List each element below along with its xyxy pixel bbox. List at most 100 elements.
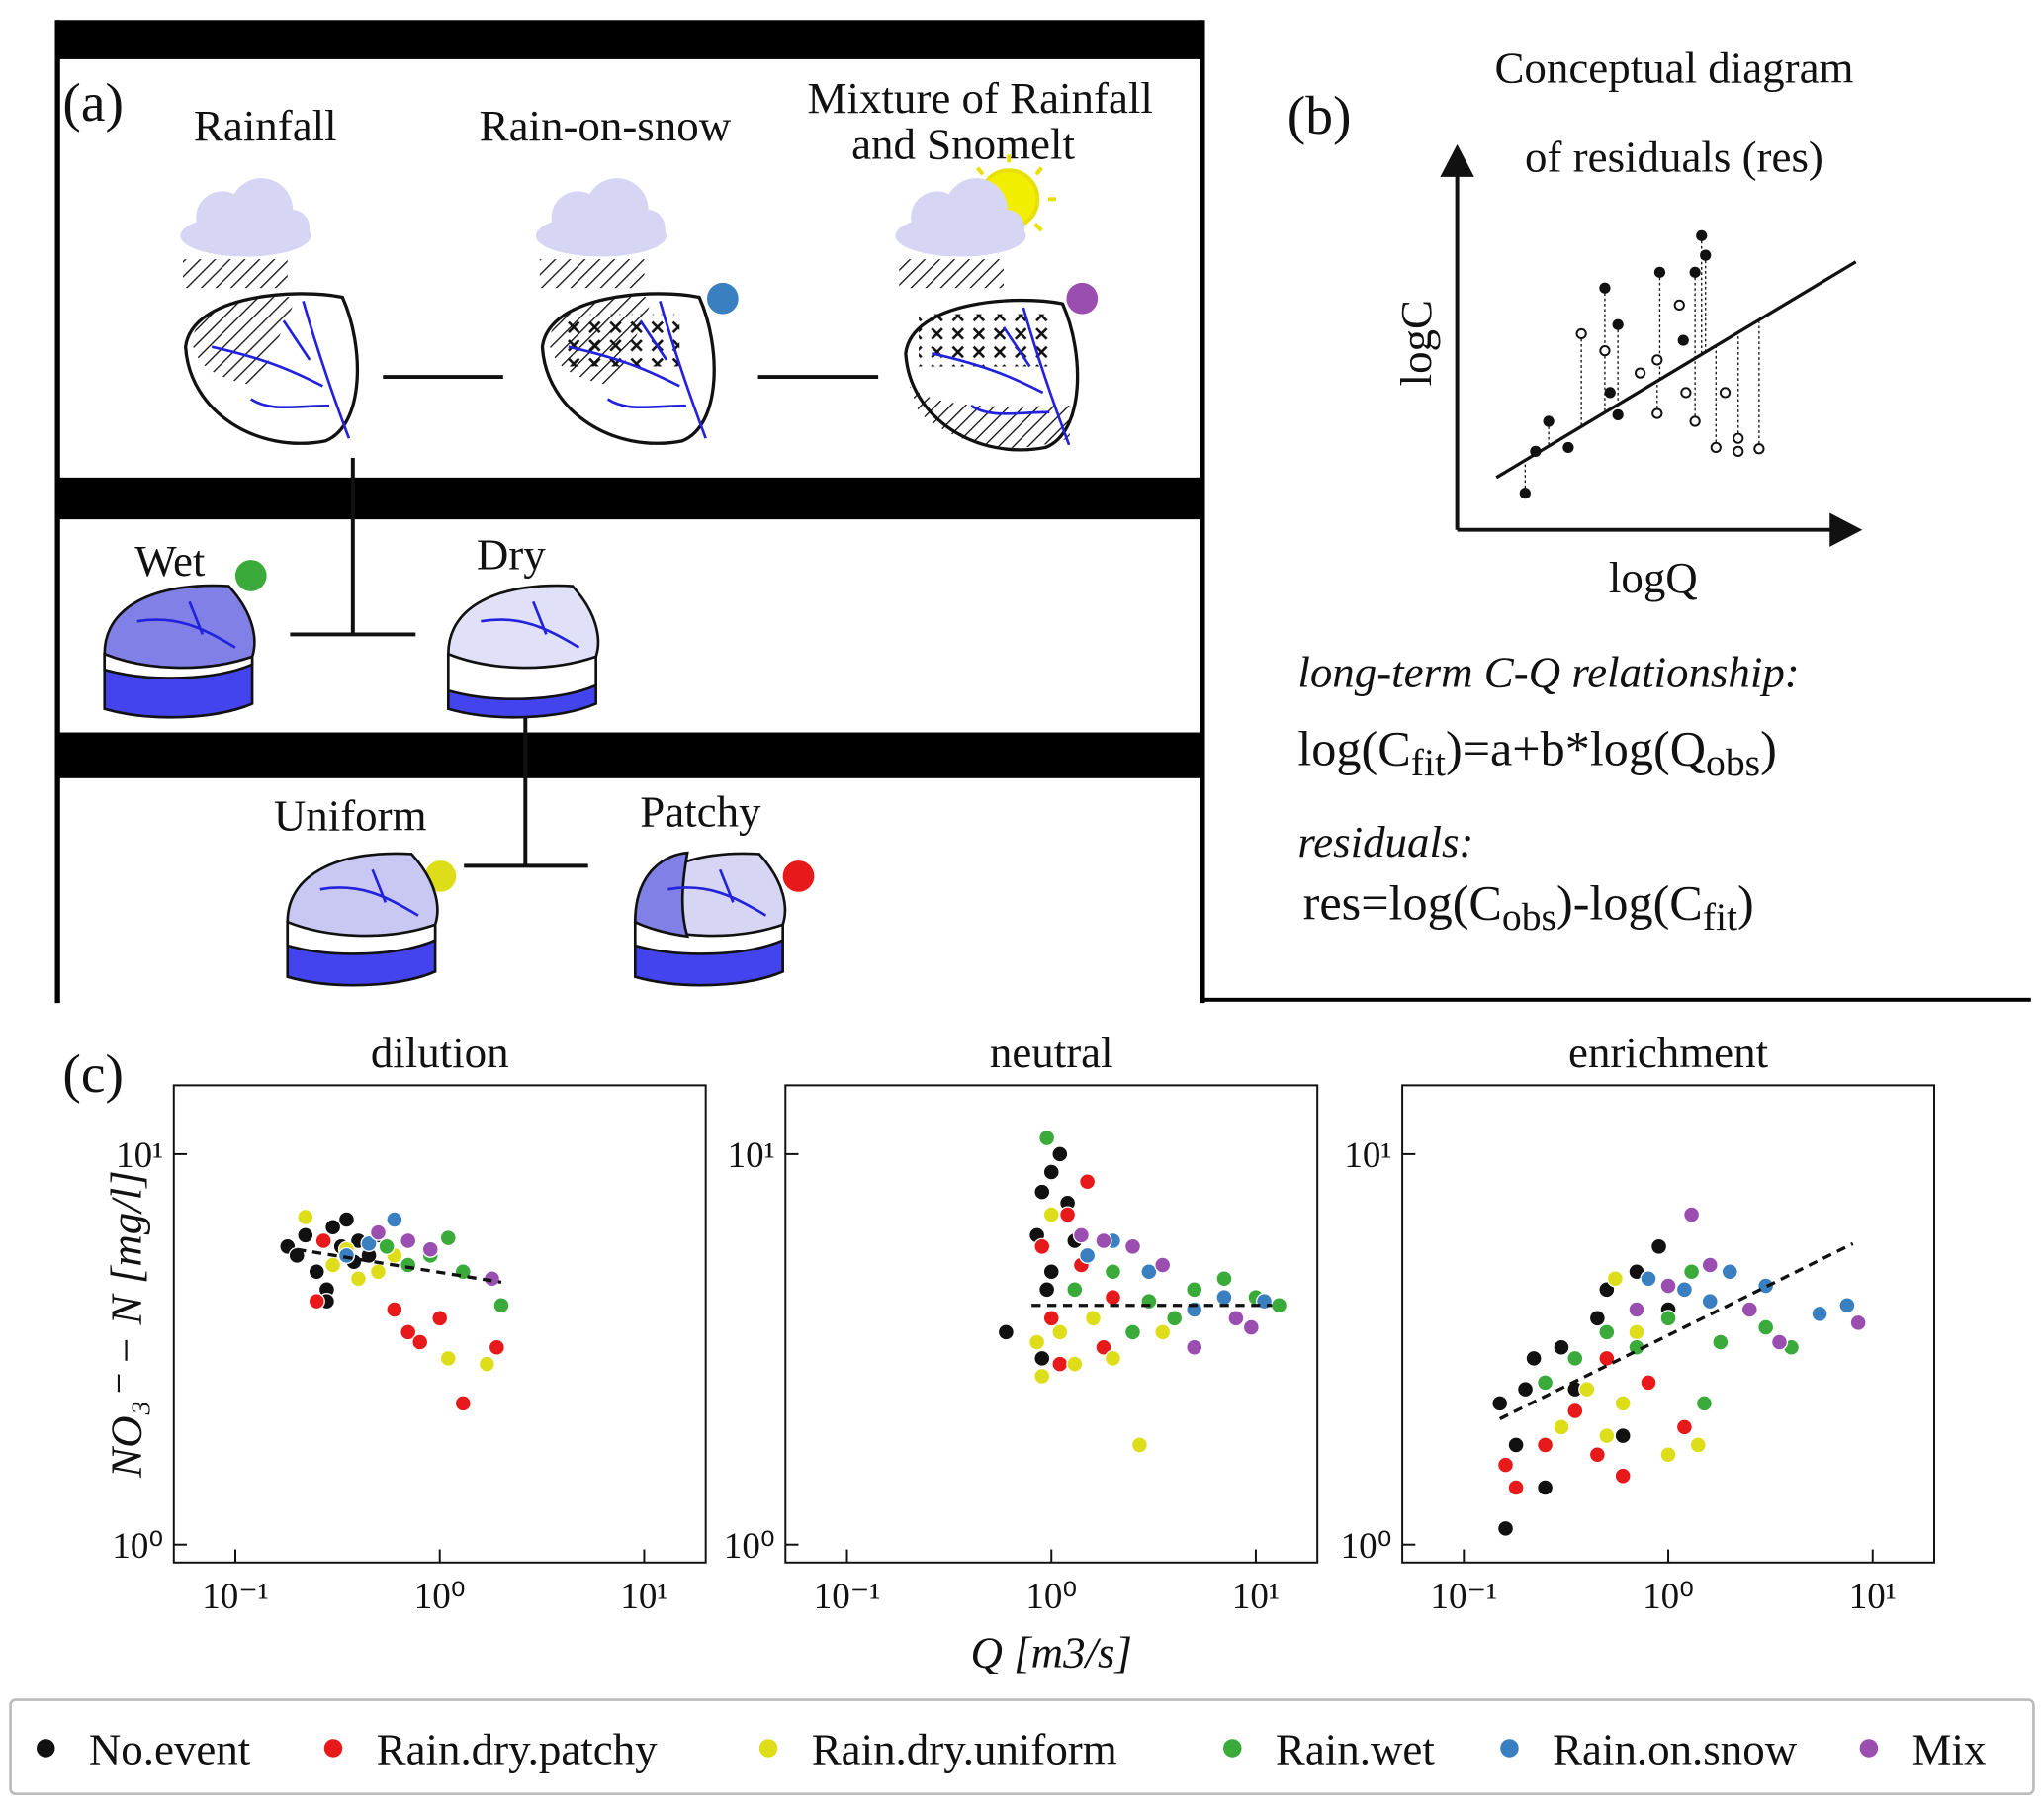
equation-part: ): [1760, 721, 1777, 776]
point: [492, 1297, 510, 1314]
point: [1606, 1270, 1624, 1288]
panel-title: of residuals (res): [1525, 133, 1823, 182]
y-tick-label: 10¹: [116, 1135, 163, 1176]
uniform-label: Uniform: [274, 791, 427, 841]
x-tick-label: 10⁻¹: [1431, 1577, 1498, 1617]
patchy-label: Patchy: [640, 787, 761, 837]
point: [1072, 1226, 1091, 1244]
x-axis-label: Q [m3/s]: [970, 1627, 1132, 1676]
fit-line: [1498, 1241, 1854, 1420]
point: [1659, 1277, 1677, 1295]
point: [369, 1223, 388, 1241]
equation-part: )=a+b*log(Q: [1446, 721, 1706, 776]
chart-title: enrichment: [1568, 1028, 1769, 1077]
point: [1038, 1281, 1056, 1299]
point: [1566, 1402, 1584, 1420]
point: [1104, 1263, 1122, 1281]
legend-label: Rain.on.snow: [1553, 1724, 1798, 1773]
point: [1130, 1436, 1148, 1454]
x-tick-label: 10⁻¹: [814, 1577, 881, 1617]
point: [1770, 1333, 1789, 1351]
point: [1516, 1381, 1535, 1399]
point: [1084, 1310, 1103, 1327]
point: [1242, 1318, 1260, 1336]
point: [1051, 1355, 1069, 1373]
x-tick-label: 10¹: [1232, 1577, 1280, 1617]
legend-label: Rain.dry.patchy: [377, 1724, 659, 1773]
legend-label: Rain.wet: [1276, 1724, 1435, 1773]
point: [439, 1229, 457, 1247]
x-tick-label: 10¹: [1849, 1577, 1897, 1617]
catchment: [184, 292, 360, 445]
point: [1095, 1231, 1112, 1250]
point: [431, 1310, 449, 1327]
point: [1721, 1263, 1738, 1281]
point: [400, 1256, 417, 1274]
legend-marker: [323, 1739, 343, 1758]
point: [1578, 1381, 1596, 1399]
point: [1123, 1237, 1142, 1255]
panel-title: Conceptual diagram: [1494, 44, 1853, 93]
point: [1042, 1263, 1060, 1281]
point: [308, 1263, 325, 1281]
point: [1536, 1479, 1555, 1496]
rain-on-snow-label: Rain-on-snow: [480, 101, 732, 150]
concept-axes: [1440, 143, 1863, 547]
panel-label: (a): [62, 73, 124, 134]
point: [314, 1231, 332, 1250]
panel-label: (c): [62, 1044, 124, 1105]
point: [1066, 1281, 1084, 1299]
point: [421, 1240, 439, 1258]
x-tick-label: 10⁰: [1025, 1577, 1077, 1617]
point: [1496, 1456, 1515, 1474]
point: [1553, 1338, 1570, 1356]
x-tick-label: 10⁰: [1643, 1577, 1694, 1617]
point: [1536, 1436, 1555, 1454]
legend-label: Rain.dry.uniform: [812, 1724, 1117, 1773]
panel-a-frame: [54, 20, 2031, 1004]
point: [1849, 1313, 1867, 1331]
equation: log(Cfit)=a+b*log(Qobs): [1297, 721, 1776, 785]
point: [369, 1263, 388, 1281]
point: [1649, 1237, 1668, 1255]
y-tick-label: 10⁰: [724, 1526, 775, 1567]
equation-part: obs: [1706, 741, 1760, 784]
point: [478, 1355, 495, 1373]
concept-residuals: [1524, 235, 1760, 494]
point: [1038, 1129, 1056, 1147]
point: [1536, 1374, 1555, 1392]
soil-slab: [103, 584, 787, 987]
point: [997, 1323, 1015, 1341]
point: [1659, 1446, 1677, 1464]
legend-box: [9, 1698, 2035, 1796]
point: [1614, 1467, 1632, 1485]
rainfall-label: Rainfall: [194, 101, 337, 150]
point: [1507, 1436, 1525, 1454]
point: [1051, 1323, 1069, 1341]
point: [1598, 1427, 1616, 1445]
catchment: [904, 298, 1080, 452]
mixture-label: Mixture of Rainfall: [808, 73, 1153, 123]
point: [1757, 1318, 1775, 1336]
legend-marker: [37, 1739, 55, 1758]
y-tick-label: 10⁰: [112, 1526, 163, 1567]
equation-part: log(C: [1297, 721, 1410, 776]
point: [1154, 1323, 1172, 1341]
point: [1628, 1301, 1645, 1318]
point: [1701, 1256, 1719, 1274]
point: [1033, 1349, 1051, 1367]
chart-title: dilution: [371, 1028, 509, 1077]
point: [1614, 1427, 1632, 1445]
point: [400, 1323, 417, 1341]
point: [1066, 1355, 1084, 1373]
residuals-label: residuals:: [1297, 817, 1473, 866]
point: [386, 1301, 403, 1318]
point: [1712, 1333, 1730, 1351]
x-tick-label: 10⁻¹: [202, 1577, 269, 1617]
point: [1588, 1310, 1606, 1327]
rain: [183, 259, 1004, 289]
fit-line: [296, 1247, 502, 1284]
point: [1659, 1310, 1677, 1327]
legend-marker: [1859, 1739, 1879, 1758]
x-tick-label: 10⁰: [414, 1577, 466, 1617]
